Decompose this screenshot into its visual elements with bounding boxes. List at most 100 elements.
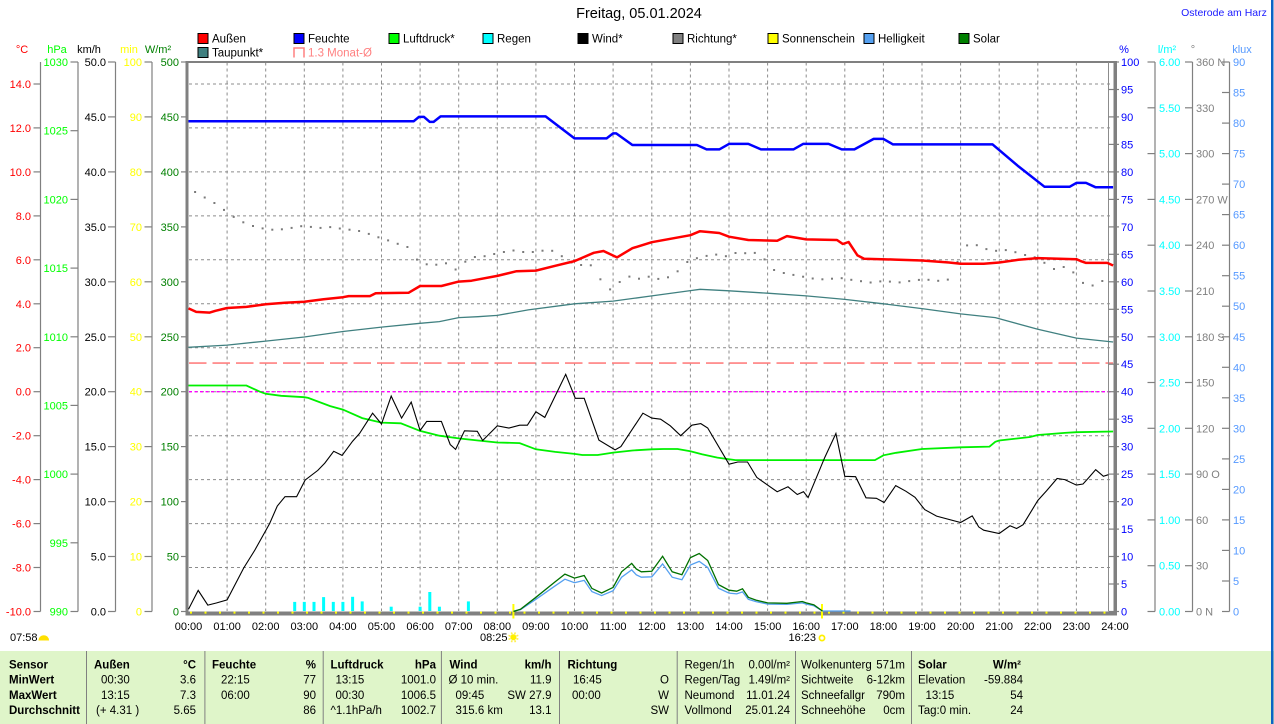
svg-text:%: %	[1119, 44, 1129, 56]
svg-text:Helligkeit: Helligkeit	[878, 34, 925, 46]
svg-text:15: 15	[1233, 515, 1245, 527]
svg-text:12.0: 12.0	[10, 123, 31, 135]
svg-text:^1.1hPa/h: ^1.1hPa/h	[331, 705, 382, 717]
svg-text:Luftdruck: Luftdruck	[331, 660, 385, 672]
svg-text:22:00: 22:00	[1024, 621, 1052, 633]
svg-text:8.0: 8.0	[16, 211, 31, 223]
svg-text:1015: 1015	[44, 263, 68, 275]
svg-text:85: 85	[1233, 88, 1245, 100]
svg-text:25.01.24: 25.01.24	[745, 705, 790, 717]
svg-text:30: 30	[1196, 561, 1208, 573]
svg-text:Außen: Außen	[212, 34, 246, 46]
svg-text:1030: 1030	[44, 57, 68, 69]
svg-text:0cm: 0cm	[883, 705, 905, 717]
svg-text:30: 30	[1121, 442, 1133, 454]
svg-text:-10.0: -10.0	[6, 607, 31, 619]
svg-text:95: 95	[1121, 85, 1133, 97]
svg-text:100: 100	[1121, 57, 1139, 69]
svg-text:50.0: 50.0	[85, 57, 106, 69]
svg-text:Wind*: Wind*	[592, 34, 623, 46]
svg-text:08:00: 08:00	[484, 621, 512, 633]
svg-text:450: 450	[161, 112, 179, 124]
svg-text:O: O	[660, 675, 669, 687]
svg-text:km/h: km/h	[77, 44, 101, 56]
svg-text:09:00: 09:00	[522, 621, 550, 633]
svg-text:01:00: 01:00	[213, 621, 241, 633]
svg-text:6.0: 6.0	[16, 255, 31, 267]
svg-text:350: 350	[161, 222, 179, 234]
svg-text:00:00: 00:00	[572, 690, 601, 702]
svg-text:4.00: 4.00	[1159, 240, 1180, 252]
svg-text:75: 75	[1121, 194, 1133, 206]
svg-text:00:30: 00:30	[336, 690, 365, 702]
svg-text:Osterode am Harz: Osterode am Harz	[1181, 7, 1267, 19]
svg-text:90: 90	[303, 690, 316, 702]
svg-text:03:00: 03:00	[291, 621, 319, 633]
svg-text:Schneefallgr: Schneefallgr	[801, 690, 865, 702]
svg-text:315.6 km: 315.6 km	[456, 705, 503, 717]
svg-text:150: 150	[161, 442, 179, 454]
svg-text:Außen: Außen	[94, 660, 130, 672]
svg-text:4.0: 4.0	[16, 299, 31, 311]
svg-text:SW: SW	[650, 705, 669, 717]
svg-text:5: 5	[1233, 576, 1239, 588]
svg-text:0 N: 0 N	[1196, 607, 1213, 619]
svg-text:06:00: 06:00	[406, 621, 434, 633]
svg-text:54: 54	[1010, 690, 1023, 702]
svg-text:%: %	[306, 660, 316, 672]
svg-text:Regen/1h: Regen/1h	[685, 660, 735, 672]
svg-text:15.0: 15.0	[85, 442, 106, 454]
svg-text:10:00: 10:00	[561, 621, 589, 633]
svg-text:5.00: 5.00	[1159, 149, 1180, 161]
svg-text:Regen/Tag: Regen/Tag	[685, 675, 741, 687]
svg-text:1002.7: 1002.7	[401, 705, 436, 717]
svg-text:Taupunkt*: Taupunkt*	[212, 48, 264, 60]
svg-text:35: 35	[1121, 414, 1133, 426]
svg-text:11.01.24: 11.01.24	[746, 690, 791, 702]
svg-text:990: 990	[50, 607, 68, 619]
svg-text:-59.884: -59.884	[984, 675, 1024, 687]
svg-text:13:15: 13:15	[926, 690, 955, 702]
svg-text:70: 70	[1121, 222, 1133, 234]
svg-text:-2.0: -2.0	[12, 431, 31, 443]
svg-text:Durchschnitt: Durchschnitt	[9, 705, 80, 717]
svg-text:30: 30	[130, 442, 142, 454]
svg-text:5.0: 5.0	[91, 552, 106, 564]
svg-text:13:15: 13:15	[101, 690, 130, 702]
svg-text:35.0: 35.0	[85, 222, 106, 234]
svg-text:02:00: 02:00	[252, 621, 280, 633]
svg-text:200: 200	[161, 387, 179, 399]
svg-text:00:30: 00:30	[101, 675, 130, 687]
svg-text:300: 300	[1196, 149, 1214, 161]
svg-text:5: 5	[1121, 579, 1127, 591]
svg-text:0.50: 0.50	[1159, 561, 1180, 573]
svg-text:50: 50	[1233, 301, 1245, 313]
svg-text:13:00: 13:00	[677, 621, 705, 633]
svg-text:3.50: 3.50	[1159, 286, 1180, 298]
svg-text:24:00: 24:00	[1101, 621, 1129, 633]
svg-text:50: 50	[130, 332, 142, 344]
svg-text:45: 45	[1233, 332, 1245, 344]
svg-text:25: 25	[1233, 454, 1245, 466]
svg-text:07:00: 07:00	[445, 621, 473, 633]
svg-text:1.00: 1.00	[1159, 515, 1180, 527]
svg-text:00:00: 00:00	[175, 621, 203, 633]
svg-text:40: 40	[1121, 387, 1133, 399]
svg-text:2.50: 2.50	[1159, 378, 1180, 390]
svg-text:20.0: 20.0	[85, 387, 106, 399]
svg-text:°C: °C	[16, 44, 28, 56]
svg-text:1.50: 1.50	[1159, 469, 1180, 481]
svg-text:1020: 1020	[44, 194, 68, 206]
svg-text:60: 60	[130, 277, 142, 289]
svg-text:Wind: Wind	[450, 660, 478, 672]
svg-text:Ø 10 min.: Ø 10 min.	[449, 675, 499, 687]
svg-text:MinWert: MinWert	[9, 675, 54, 687]
svg-text:10.0: 10.0	[10, 167, 31, 179]
svg-text:MaxWert: MaxWert	[9, 690, 57, 702]
svg-text:86: 86	[303, 705, 316, 717]
svg-text:10.0: 10.0	[85, 497, 106, 509]
svg-text:Solar: Solar	[918, 660, 947, 672]
svg-text:571m: 571m	[876, 660, 905, 672]
svg-text:Sensor: Sensor	[9, 660, 49, 672]
svg-text:W/m²: W/m²	[145, 44, 172, 56]
